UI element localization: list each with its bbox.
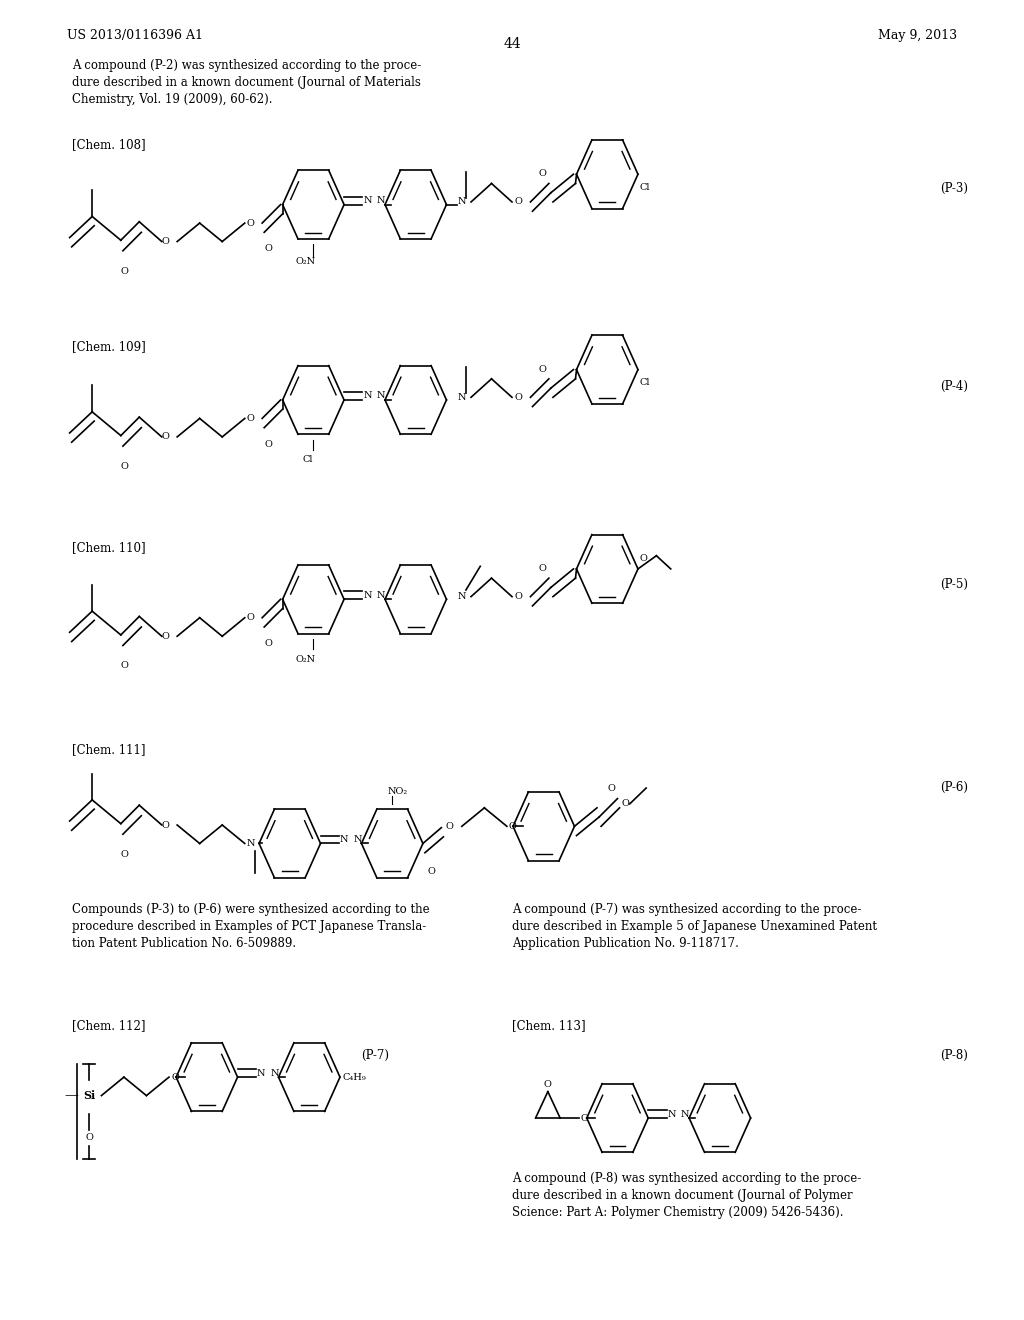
Text: N: N xyxy=(353,836,361,843)
Text: N: N xyxy=(364,392,372,400)
Text: O: O xyxy=(121,850,129,859)
Text: [Chem. 113]: [Chem. 113] xyxy=(512,1019,586,1032)
Text: O: O xyxy=(539,564,547,573)
Text: [Chem. 108]: [Chem. 108] xyxy=(72,139,145,152)
Text: O: O xyxy=(162,238,170,246)
Text: N: N xyxy=(377,197,385,205)
Text: N: N xyxy=(340,836,348,843)
Text: O: O xyxy=(247,414,255,422)
Text: O: O xyxy=(264,244,272,253)
Text: Cl: Cl xyxy=(640,183,650,191)
Text: N: N xyxy=(247,840,255,847)
Text: O: O xyxy=(622,800,630,808)
Text: 44: 44 xyxy=(503,37,521,51)
Text: (P-8): (P-8) xyxy=(940,1049,968,1063)
Text: Compounds (P-3) to (P-6) were synthesized according to the
procedure described i: Compounds (P-3) to (P-6) were synthesize… xyxy=(72,903,429,950)
Text: O: O xyxy=(121,661,129,671)
Text: N: N xyxy=(458,393,466,401)
Text: O: O xyxy=(514,593,522,601)
Text: —: — xyxy=(65,1089,79,1102)
Text: (P-3): (P-3) xyxy=(940,182,968,195)
Text: N: N xyxy=(458,593,466,601)
Text: (P-6): (P-6) xyxy=(940,781,968,795)
Text: [Chem. 112]: [Chem. 112] xyxy=(72,1019,145,1032)
Text: O: O xyxy=(121,462,129,471)
Text: O: O xyxy=(640,554,648,562)
Text: N: N xyxy=(668,1110,676,1118)
Text: (P-7): (P-7) xyxy=(361,1049,389,1063)
Text: O: O xyxy=(247,614,255,622)
Text: N: N xyxy=(681,1110,689,1118)
Text: O₂N: O₂N xyxy=(295,257,315,267)
Text: [Chem. 110]: [Chem. 110] xyxy=(72,541,145,554)
Text: A compound (P-7) was synthesized according to the proce-
dure described in Examp: A compound (P-7) was synthesized accordi… xyxy=(512,903,877,950)
Text: O: O xyxy=(162,632,170,640)
Text: O: O xyxy=(514,198,522,206)
Text: O: O xyxy=(607,784,615,793)
Text: Cl: Cl xyxy=(640,379,650,387)
Text: O: O xyxy=(121,267,129,276)
Text: N: N xyxy=(364,591,372,599)
Text: O: O xyxy=(162,433,170,441)
Text: O: O xyxy=(427,867,435,876)
Text: O: O xyxy=(514,393,522,401)
Text: A compound (P-2) was synthesized according to the proce-
dure described in a kno: A compound (P-2) was synthesized accordi… xyxy=(72,59,421,107)
Text: C₄H₉: C₄H₉ xyxy=(342,1073,366,1081)
Text: N: N xyxy=(377,591,385,599)
Text: O: O xyxy=(162,821,170,829)
Text: O: O xyxy=(544,1080,552,1089)
Text: N: N xyxy=(377,392,385,400)
Text: O: O xyxy=(509,822,517,830)
Text: (P-4): (P-4) xyxy=(940,380,968,393)
Text: Cl: Cl xyxy=(303,455,313,465)
Text: May 9, 2013: May 9, 2013 xyxy=(879,29,957,42)
Text: O: O xyxy=(264,639,272,648)
Text: O: O xyxy=(539,169,547,178)
Text: O: O xyxy=(171,1073,179,1081)
Text: O: O xyxy=(539,364,547,374)
Text: A compound (P-8) was synthesized according to the proce-
dure described in a kno: A compound (P-8) was synthesized accordi… xyxy=(512,1172,861,1220)
Text: O: O xyxy=(264,440,272,449)
Text: O: O xyxy=(247,219,255,227)
Text: [Chem. 109]: [Chem. 109] xyxy=(72,341,145,354)
Text: O₂N: O₂N xyxy=(295,655,315,664)
Text: N: N xyxy=(364,197,372,205)
Text: N: N xyxy=(257,1069,265,1077)
Text: [Chem. 111]: [Chem. 111] xyxy=(72,743,145,756)
Text: O: O xyxy=(445,822,454,830)
Text: N: N xyxy=(270,1069,279,1077)
Text: NO₂: NO₂ xyxy=(387,787,408,796)
Text: N: N xyxy=(458,198,466,206)
Text: (P-5): (P-5) xyxy=(940,578,968,591)
Text: O: O xyxy=(85,1133,93,1142)
Text: Si: Si xyxy=(83,1090,95,1101)
Text: US 2013/0116396 A1: US 2013/0116396 A1 xyxy=(67,29,203,42)
Text: O: O xyxy=(581,1114,589,1122)
